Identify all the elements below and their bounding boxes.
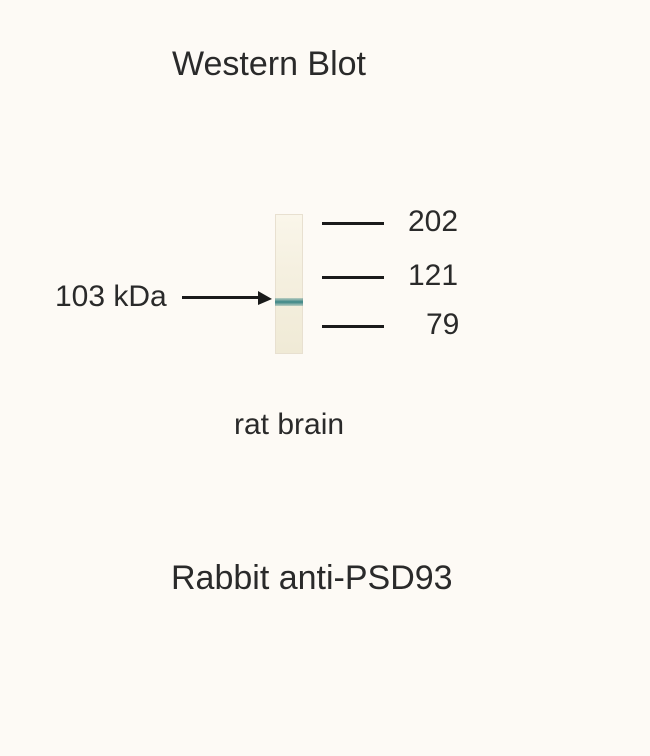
figure-title: Western Blot: [172, 45, 366, 84]
marker-tick: [322, 276, 384, 279]
antibody-label: Rabbit anti-PSD93: [171, 559, 453, 598]
marker-label: 79: [426, 308, 459, 342]
marker-tick: [322, 325, 384, 328]
blot-band: [275, 298, 303, 306]
detected-band-label: 103 kDa: [55, 280, 167, 314]
marker-tick: [322, 222, 384, 225]
sample-label: rat brain: [234, 408, 344, 442]
blot-lane: [275, 214, 303, 354]
marker-label: 202: [408, 205, 458, 239]
marker-label: 121: [408, 259, 458, 293]
arrow-shaft: [182, 296, 260, 299]
